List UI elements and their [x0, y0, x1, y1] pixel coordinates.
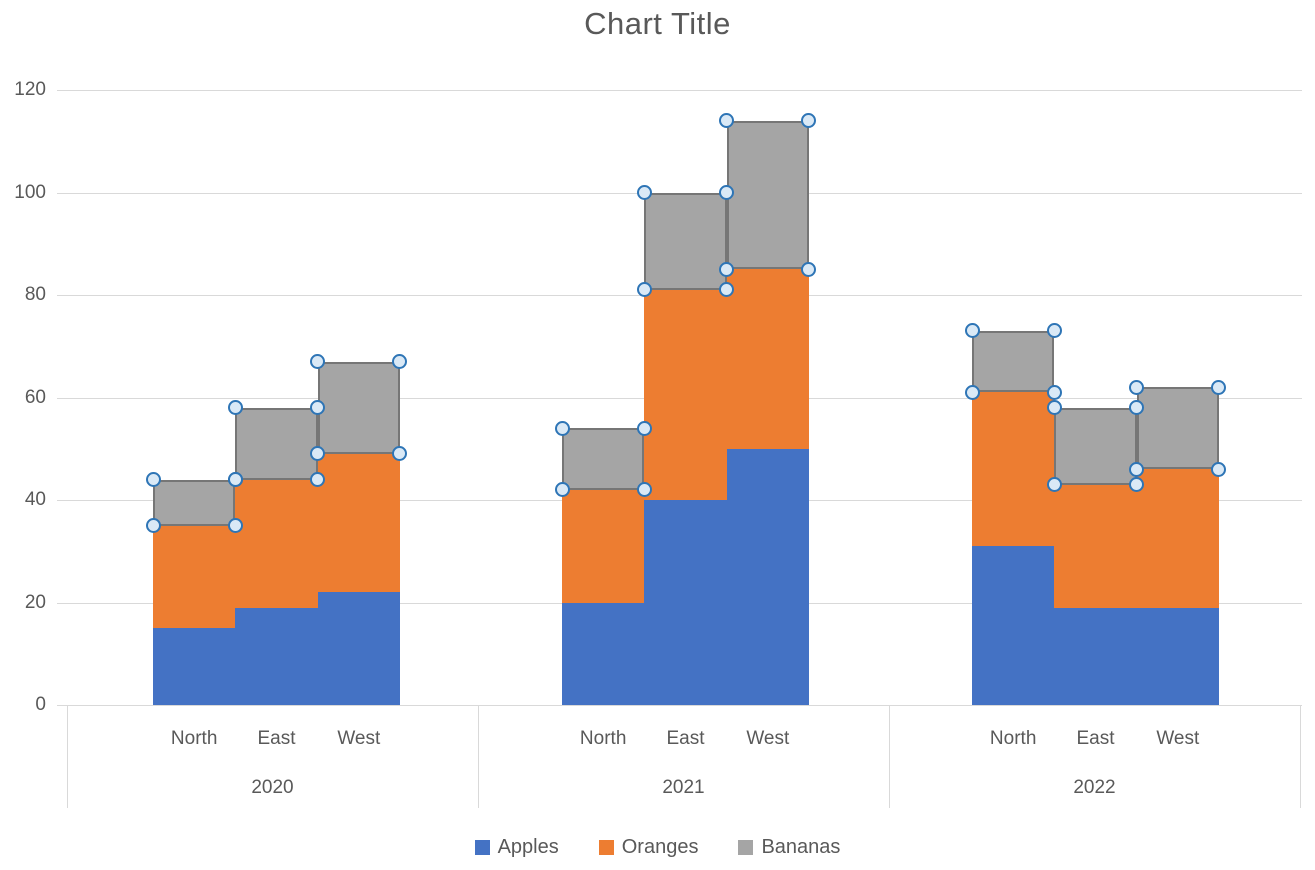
selection-handle[interactable] [719, 282, 735, 298]
selection-handle[interactable] [227, 472, 243, 487]
x-axis-region-label: East [257, 728, 296, 749]
selection-handle[interactable] [1046, 400, 1062, 416]
y-axis-tick-label: 20 [24, 591, 46, 613]
selection-handle[interactable] [310, 354, 326, 370]
legend-label: Bananas [761, 836, 841, 858]
selection-handle[interactable] [227, 518, 243, 534]
bar-segment-oranges-2021-east[interactable] [644, 289, 727, 500]
bar-segment-apples-2022-east[interactable] [1054, 607, 1137, 705]
selection-handle[interactable] [310, 446, 326, 462]
selection-handle[interactable] [392, 354, 408, 370]
y-axis-tick-label: 40 [24, 489, 46, 510]
bar-segment-oranges-2020-north[interactable] [153, 525, 236, 629]
bar-segment-apples-2022-west[interactable] [1136, 607, 1219, 705]
selection-handle[interactable] [145, 472, 161, 487]
x-axis-separator [67, 706, 68, 808]
bar-segment-oranges-2020-east[interactable] [235, 479, 318, 608]
selection-handle[interactable] [392, 446, 408, 462]
selection-handle[interactable] [636, 185, 652, 200]
bar-segment-bananas-2021-east[interactable] [644, 192, 727, 290]
bar-segment-oranges-2021-west[interactable] [726, 269, 809, 449]
selection-handle[interactable] [719, 113, 735, 129]
selection-handle[interactable] [1129, 400, 1145, 416]
bar-segment-bananas-2022-north[interactable] [972, 330, 1055, 393]
selection-handle[interactable] [145, 518, 161, 534]
selection-handle[interactable] [310, 472, 326, 487]
bar-segment-apples-2020-north[interactable] [153, 628, 236, 705]
x-axis-separator [1300, 706, 1301, 808]
bar-segment-bananas-2021-west[interactable] [726, 120, 809, 270]
bar-segment-apples-2022-north[interactable] [972, 546, 1055, 705]
legend-item-oranges[interactable]: Oranges [598, 836, 699, 859]
x-axis-region-label: East [666, 728, 705, 749]
bar-segment-bananas-2020-east[interactable] [235, 407, 318, 480]
bar-segment-apples-2021-west[interactable] [726, 448, 809, 705]
y-axis-tick-label: 100 [14, 181, 46, 203]
selection-handle[interactable] [636, 420, 652, 436]
y-axis-tick-label: 80 [24, 284, 46, 305]
bar-segment-oranges-2022-north[interactable] [972, 392, 1055, 547]
x-axis-year-label: 2020 [251, 777, 294, 798]
selection-handle[interactable] [1211, 461, 1227, 477]
selection-handle[interactable] [1046, 384, 1062, 400]
gridline [57, 705, 1302, 706]
x-axis-separator [889, 706, 890, 808]
selection-handle[interactable] [964, 323, 980, 339]
legend-item-bananas[interactable]: Bananas [738, 836, 840, 859]
bar-segment-bananas-2022-east[interactable] [1054, 407, 1137, 485]
x-axis-year-label: 2021 [662, 777, 705, 798]
chart-title[interactable]: Chart Title [584, 6, 731, 41]
y-axis-tick-label: 60 [24, 386, 46, 408]
bar-segment-oranges-2022-west[interactable] [1136, 469, 1219, 608]
selection-handle[interactable] [1129, 461, 1145, 477]
selection-handle[interactable] [801, 113, 817, 129]
selection-handle[interactable] [636, 282, 652, 298]
selection-handle[interactable] [1211, 379, 1227, 395]
selection-handle[interactable] [554, 420, 570, 436]
bar-segment-apples-2020-west[interactable] [317, 592, 400, 705]
bar-segment-apples-2021-east[interactable] [644, 500, 727, 705]
x-axis-region-label: North [579, 728, 627, 749]
gridline [57, 90, 1302, 91]
x-axis-region-label: West [746, 728, 790, 749]
bar-segment-apples-2021-north[interactable] [562, 602, 645, 705]
x-axis-region-label: East [1076, 728, 1115, 749]
x-axis-region-label: North [989, 728, 1037, 749]
x-axis-region-label: West [337, 728, 381, 749]
bar-segment-oranges-2020-west[interactable] [317, 453, 400, 593]
legend[interactable]: Apples Oranges Bananas [0, 836, 1315, 859]
bar-segment-oranges-2022-east[interactable] [1054, 484, 1137, 608]
selection-handle[interactable] [964, 384, 980, 400]
selection-handle[interactable] [801, 261, 817, 277]
legend-label: Oranges [621, 836, 699, 858]
legend-swatch-bananas-icon [738, 840, 754, 855]
selection-handle[interactable] [554, 482, 570, 498]
bar-segment-apples-2020-east[interactable] [235, 607, 318, 705]
selection-handle[interactable] [310, 400, 326, 416]
selection-handle[interactable] [227, 400, 243, 416]
bar-segment-oranges-2021-north[interactable] [562, 489, 645, 603]
bar-segment-bananas-2020-north[interactable] [153, 479, 236, 526]
bar-segment-bananas-2020-west[interactable] [317, 361, 400, 454]
legend-item-apples[interactable]: Apples [474, 836, 559, 859]
y-axis-tick-label: 0 [35, 694, 46, 715]
bar-segment-bananas-2021-north[interactable] [562, 428, 645, 490]
legend-swatch-apples-icon [474, 840, 490, 855]
legend-label: Apples [497, 836, 559, 858]
x-axis-region-label: North [170, 728, 218, 749]
legend-swatch-oranges-icon [598, 840, 614, 855]
x-axis-separator [478, 706, 479, 808]
selection-handle[interactable] [636, 482, 652, 498]
x-axis-year-label: 2022 [1073, 777, 1116, 798]
selection-handle[interactable] [1046, 323, 1062, 339]
bar-segment-bananas-2022-west[interactable] [1136, 387, 1219, 470]
selection-handle[interactable] [1129, 477, 1145, 493]
y-axis-tick-label: 120 [14, 79, 46, 100]
selection-handle[interactable] [1129, 379, 1145, 395]
selection-handle[interactable] [719, 185, 735, 200]
x-axis-region-label: West [1156, 728, 1200, 749]
selection-handle[interactable] [1046, 477, 1062, 493]
selection-handle[interactable] [719, 261, 735, 277]
